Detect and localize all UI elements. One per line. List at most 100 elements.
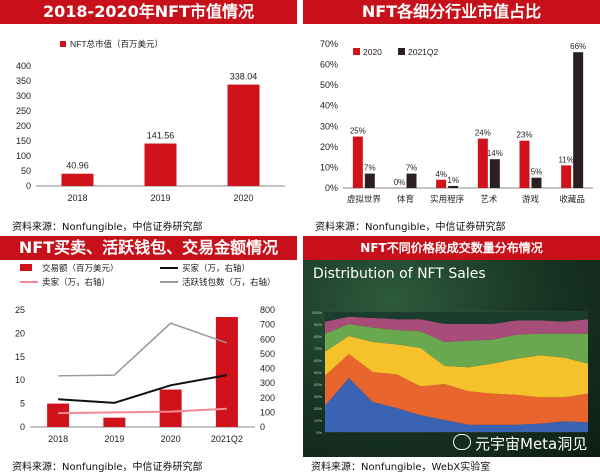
y-right-tick-label: 100: [260, 407, 275, 417]
legend-label: 2020: [363, 47, 382, 57]
y-tick-label: 150: [16, 136, 31, 146]
y-tick-label: 90%: [314, 322, 322, 327]
source-note: 资料来源：Nonfungible，WebX实验室: [311, 462, 491, 473]
bar: [364, 173, 375, 188]
trading-chart: 0 5 10 15 20 25 0 100 200 300 400 500 600 700 800 交易额（百…: [15, 263, 276, 444]
panel-trading: NFT买卖、活跃钱包、交易金额情况 0 5 10 15 20 25 0 100 200 300 40…: [0, 236, 297, 473]
bar: [436, 179, 447, 188]
bar: [448, 185, 459, 188]
data-label: 24%: [475, 129, 491, 138]
data-label: 23%: [516, 131, 532, 140]
y-right-tick-label: 0: [260, 422, 265, 432]
y-tick-label: 0: [20, 422, 25, 432]
bar: [47, 403, 70, 427]
legend-swatch: [20, 264, 32, 271]
y-right-tick-label: 600: [260, 334, 275, 344]
panel-title: NFT买卖、活跃钱包、交易金额情况: [0, 236, 297, 260]
y-tick-label: 30%: [320, 121, 338, 131]
source-note: 资料来源：Nonfungible，中信证券研究部: [12, 222, 203, 233]
y-tick-label: 5: [20, 399, 25, 409]
y-tick-label: 0%: [325, 183, 338, 193]
panel-market-cap: 2018-2020年NFT市值情况 0 50 100 150 200 250 300 350 4…: [0, 0, 297, 233]
data-label: 7%: [406, 164, 418, 173]
bar: [215, 317, 238, 427]
data-label: 66%: [570, 42, 586, 51]
x-tick-label: 2021Q2: [211, 434, 243, 444]
sector-share-chart: 0% 10% 20% 30% 40% 50% 60% 70% 2020 2021Q2 25% 7% 虚拟…: [320, 39, 593, 204]
x-tick-label: 2019: [150, 193, 170, 203]
data-label: 11%: [558, 155, 573, 164]
data-label: 0%: [394, 178, 406, 187]
data-label: 141.56: [147, 131, 175, 141]
area-series: [325, 324, 588, 368]
data-label: 7%: [364, 164, 376, 173]
legend-swatch: [60, 41, 66, 47]
bar: [477, 138, 488, 188]
y-tick-label: 20: [15, 328, 25, 338]
bar: [519, 140, 530, 188]
y-tick-label: 50%: [314, 370, 322, 375]
y-tick-label: 30%: [314, 394, 322, 399]
bar: [144, 143, 177, 186]
market-cap-chart: 0 50 100 150 200 250 300 350 400 NFT总市值（百万美元） 40.9…: [16, 39, 285, 203]
y-tick-label: 250: [16, 106, 31, 116]
source-note: 资料来源：Nonfungible，中信证券研究部: [315, 222, 506, 233]
data-label: 338.04: [230, 72, 258, 82]
y-tick-label: 100%: [312, 310, 323, 315]
data-label: 25%: [350, 127, 366, 136]
sales-distribution-chart: 0% 10% 20% 30% 40% 50% 60% 70% 80% 90% 100%: [312, 310, 588, 435]
source-note: 资料来源：Nonfungible，中信证券研究部: [12, 462, 203, 473]
y-tick-label: 70%: [314, 346, 322, 351]
y-tick-label: 0: [26, 181, 31, 191]
panel-sector-share: NFT各细分行业市值占比 0% 10% 20% 30% 40% 50% 60% 70% 2020…: [303, 0, 600, 233]
bar: [573, 52, 584, 188]
bar: [489, 159, 500, 188]
x-tick-label: 艺术: [480, 194, 498, 204]
bar: [531, 177, 542, 188]
x-tick-label: 虚拟世界: [347, 194, 382, 204]
y-tick-label: 50%: [320, 80, 338, 90]
wechat-icon: [453, 434, 471, 450]
y-tick-label: 50: [21, 166, 31, 176]
y-tick-label: 0%: [316, 430, 322, 435]
legend-swatch: [398, 48, 405, 55]
y-tick-label: 40%: [320, 101, 338, 111]
y-tick-label: 350: [16, 76, 31, 86]
x-tick-label: 2020: [161, 434, 181, 444]
x-tick-label: 游戏: [522, 194, 540, 204]
y-tick-label: 10%: [314, 418, 322, 423]
x-tick-label: 体育: [397, 194, 414, 204]
bar: [103, 417, 126, 427]
y-tick-label: 15: [15, 352, 25, 362]
data-label: 5%: [531, 168, 543, 177]
bar: [561, 165, 572, 188]
data-label: 1%: [447, 176, 459, 185]
legend-swatch: [353, 48, 360, 55]
y-tick-label: 70%: [320, 39, 338, 49]
data-label: 14%: [487, 149, 503, 158]
bar: [352, 136, 363, 188]
panel-title: NFT各细分行业市值占比: [303, 0, 600, 24]
chart-inner-title: Distribution of NFT Sales: [313, 266, 486, 282]
legend-label: 卖家（万，右轴）: [42, 277, 110, 287]
y-tick-label: 300: [16, 91, 31, 101]
panel-price-distribution: NFT不同价格段成交数量分布情况 Distribution of NFT Sal…: [303, 236, 600, 473]
x-tick-label: 2019: [104, 434, 124, 444]
x-tick-label: 2020: [233, 193, 253, 203]
series-line: [58, 374, 228, 404]
y-tick-label: 60%: [320, 60, 338, 70]
bar: [406, 173, 417, 188]
y-tick-label: 10%: [320, 162, 338, 172]
area-series: [325, 316, 588, 342]
y-right-tick-label: 400: [260, 364, 275, 374]
y-tick-label: 20%: [320, 142, 338, 152]
series-line: [58, 322, 228, 377]
y-right-tick-label: 500: [260, 349, 275, 359]
area-series: [325, 354, 588, 425]
x-tick-label: 2018: [48, 434, 68, 444]
area-series: [325, 336, 588, 398]
y-tick-label: 200: [16, 121, 31, 131]
x-tick-label: 2018: [67, 193, 87, 203]
y-tick-label: 40%: [314, 382, 322, 387]
data-label: 40.96: [66, 161, 89, 171]
